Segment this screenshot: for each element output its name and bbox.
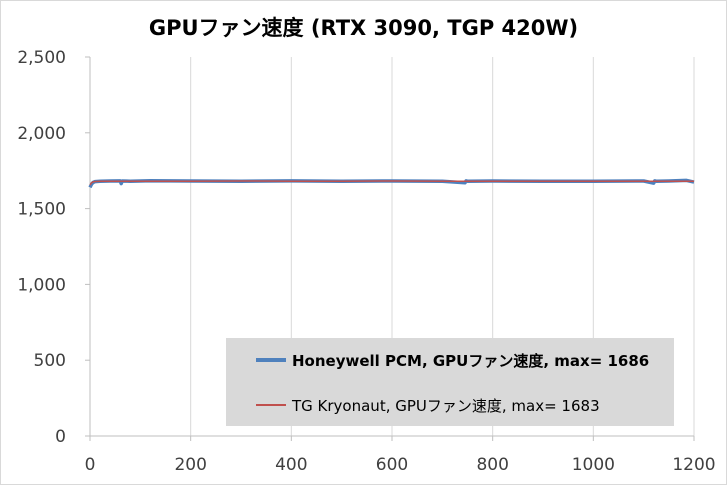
y-tick-label: 500 bbox=[34, 351, 66, 371]
x-tick-label: 1200 bbox=[672, 455, 715, 475]
x-tick-label: 200 bbox=[174, 455, 206, 475]
y-tick-label: 2,500 bbox=[17, 48, 66, 68]
legend-item-honeywell: Honeywell PCM, GPUファン速度, max= 1686 bbox=[256, 350, 649, 370]
legend-item-kryonaut: TG Kryonaut, GPUファン速度, max= 1683 bbox=[256, 395, 600, 415]
y-tick-label: 1,500 bbox=[17, 200, 66, 220]
x-tick-label: 400 bbox=[275, 455, 307, 475]
y-tick-label: 2,000 bbox=[17, 124, 66, 144]
y-tick-label: 0 bbox=[55, 427, 66, 447]
legend-label-kryonaut: TG Kryonaut, GPUファン速度, max= 1683 bbox=[292, 396, 600, 415]
legend-label-honeywell: Honeywell PCM, GPUファン速度, max= 1686 bbox=[292, 351, 650, 370]
x-tick-label: 600 bbox=[376, 455, 408, 475]
legend: Honeywell PCM, GPUファン速度, max= 1686 TG Kr… bbox=[226, 338, 674, 426]
x-tick-label: 800 bbox=[476, 455, 508, 475]
chart-title: GPUファン速度 (RTX 3090, TGP 420W) bbox=[148, 16, 579, 40]
x-tick-label: 1000 bbox=[572, 455, 615, 475]
series-line-kryonaut bbox=[89, 180, 695, 186]
y-tick-label: 1,000 bbox=[17, 275, 66, 295]
legend-swatch-honeywell bbox=[256, 358, 286, 362]
x-tick-label: 0 bbox=[85, 455, 96, 475]
legend-swatch-kryonaut bbox=[256, 404, 286, 406]
